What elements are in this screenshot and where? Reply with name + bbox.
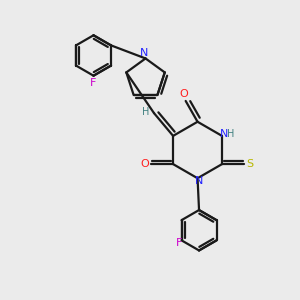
Text: N: N	[220, 129, 229, 140]
Text: O: O	[179, 89, 188, 99]
Text: O: O	[140, 159, 149, 169]
Text: N: N	[140, 48, 148, 58]
Text: N: N	[195, 176, 203, 186]
Text: S: S	[247, 159, 254, 169]
Text: H: H	[227, 129, 235, 140]
Text: F: F	[176, 238, 182, 248]
Text: F: F	[90, 78, 97, 88]
Text: H: H	[142, 107, 149, 117]
